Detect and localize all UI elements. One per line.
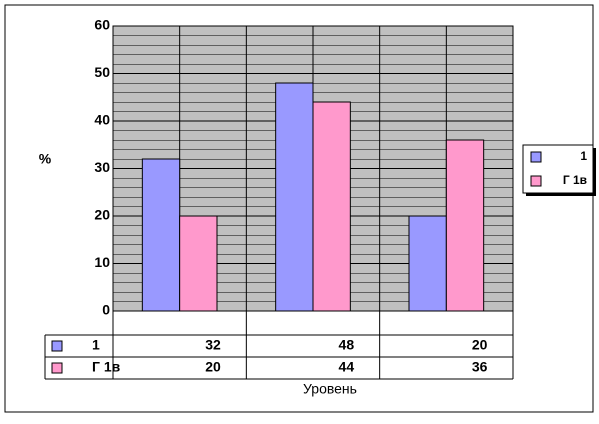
legend-key	[530, 151, 542, 163]
bar	[275, 82, 314, 312]
y-tick-label: 40	[94, 112, 110, 128]
y-tick-label: 30	[94, 159, 110, 175]
bar	[445, 139, 485, 312]
table-legend-key	[51, 340, 63, 352]
y-tick-label: 50	[94, 64, 110, 80]
table-value: 48	[339, 337, 355, 353]
table-value: 32	[205, 337, 221, 353]
table-legend-key	[51, 362, 63, 374]
table-series-name: Г 1в	[92, 359, 121, 375]
bar	[408, 215, 447, 312]
legend-label: 1	[580, 149, 587, 163]
x-axis-label: Уровень	[303, 381, 357, 397]
table-value: 20	[205, 359, 221, 375]
bar	[141, 158, 181, 312]
y-axis-label: %	[39, 151, 52, 167]
legend-label: Г 1в	[563, 173, 587, 187]
table-value: 36	[472, 359, 488, 375]
y-tick-label: 0	[102, 302, 110, 318]
y-tick-label: 10	[94, 254, 110, 270]
bar	[179, 215, 218, 312]
table-value: 44	[339, 359, 355, 375]
y-tick-label: 60	[94, 17, 110, 33]
bar	[312, 101, 351, 312]
y-tick-label: 20	[94, 207, 110, 223]
table-value: 20	[472, 337, 488, 353]
table-series-name: 1	[92, 337, 100, 353]
legend-key	[530, 175, 542, 187]
